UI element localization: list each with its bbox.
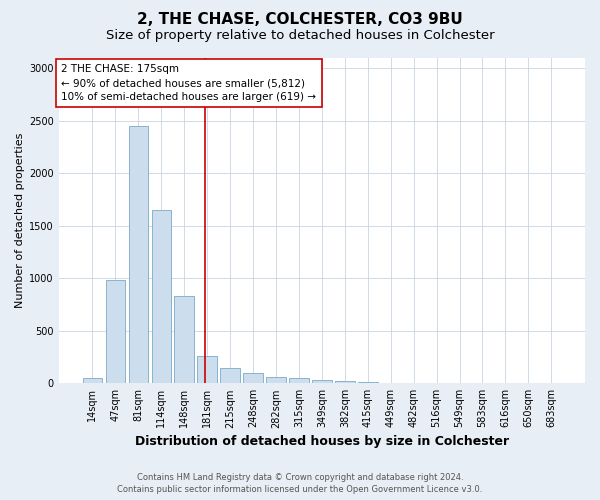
Bar — [358, 382, 377, 384]
Text: Contains HM Land Registry data © Crown copyright and database right 2024.
Contai: Contains HM Land Registry data © Crown c… — [118, 472, 482, 494]
Text: Size of property relative to detached houses in Colchester: Size of property relative to detached ho… — [106, 28, 494, 42]
Bar — [335, 381, 355, 384]
Bar — [220, 368, 240, 384]
Bar — [128, 126, 148, 384]
Bar — [175, 296, 194, 384]
Bar — [381, 383, 400, 384]
Text: 2, THE CHASE, COLCHESTER, CO3 9BU: 2, THE CHASE, COLCHESTER, CO3 9BU — [137, 12, 463, 28]
Text: 2 THE CHASE: 175sqm
← 90% of detached houses are smaller (5,812)
10% of semi-det: 2 THE CHASE: 175sqm ← 90% of detached ho… — [61, 64, 316, 102]
X-axis label: Distribution of detached houses by size in Colchester: Distribution of detached houses by size … — [135, 434, 509, 448]
Bar — [197, 356, 217, 384]
Y-axis label: Number of detached properties: Number of detached properties — [15, 132, 25, 308]
Bar — [266, 377, 286, 384]
Bar — [152, 210, 171, 384]
Bar — [312, 380, 332, 384]
Bar — [289, 378, 308, 384]
Bar — [244, 373, 263, 384]
Bar — [106, 280, 125, 384]
Bar — [83, 378, 102, 384]
